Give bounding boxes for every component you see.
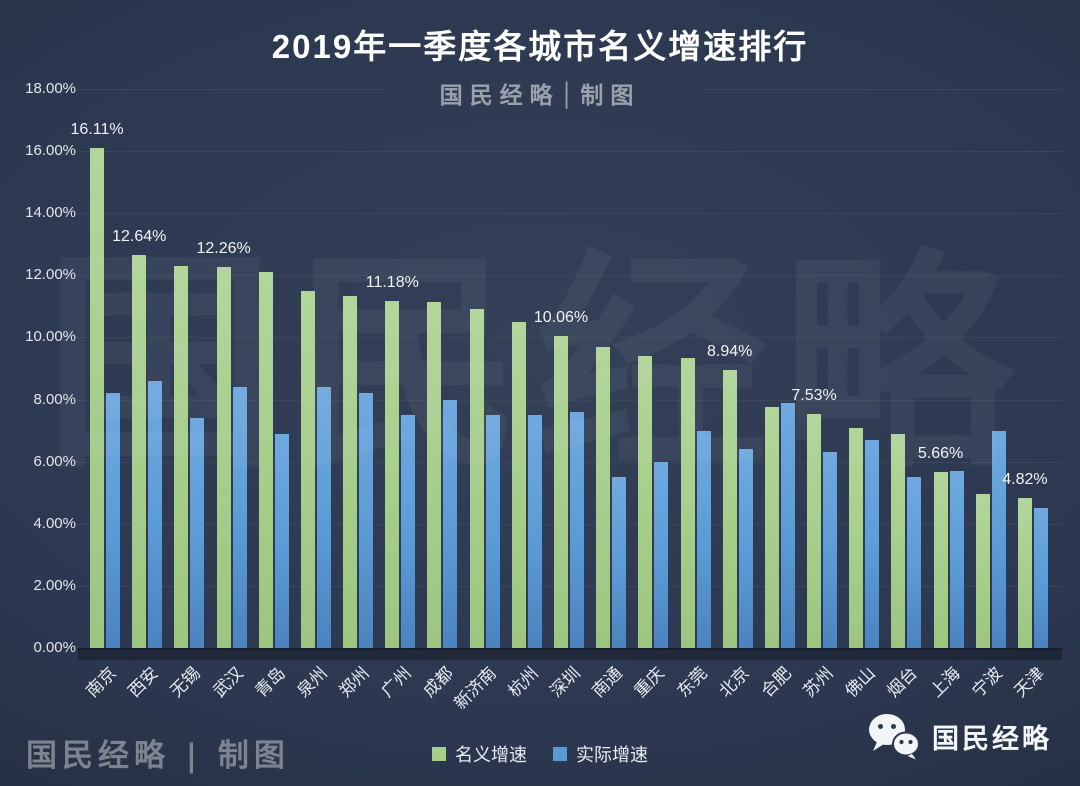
bar-actual-武汉 <box>232 387 247 648</box>
wechat-icon <box>869 714 920 760</box>
bar-nominal-杭州 <box>511 321 526 648</box>
gridline <box>78 337 1062 339</box>
y-axis-tick-label: 16.00% <box>25 142 76 160</box>
bar-value-label: 4.82% <box>1002 471 1048 489</box>
bottomleft-watermark: 国民经略 | 制图 <box>26 738 290 774</box>
actual-swatch-icon <box>553 747 567 761</box>
bar-actual-南通 <box>612 477 627 648</box>
bar-nominal-宁波 <box>975 494 990 648</box>
bar-nominal-南通 <box>596 346 611 648</box>
bar-actual-新济南 <box>485 415 500 648</box>
y-axis-tick-label: 6.00% <box>33 452 76 470</box>
brand-name: 国民经略 <box>932 723 1052 754</box>
bar-nominal-郑州 <box>343 295 358 648</box>
legend-entry-nominal: 名义增速 <box>432 741 527 767</box>
y-axis-tick-label: 18.00% <box>25 80 76 97</box>
gridline <box>702 89 1062 90</box>
bar-value-label: 10.06% <box>533 308 589 326</box>
top-watermark: 国民经略│制图 <box>439 82 641 109</box>
bar-value-label: 7.53% <box>791 387 837 405</box>
y-axis-tick-label: 10.00% <box>25 328 76 346</box>
bar-nominal-佛山 <box>849 427 864 648</box>
bar-actual-杭州 <box>527 415 542 648</box>
bar-nominal-西安 <box>132 255 147 648</box>
y-axis-tick-label: 2.00% <box>33 576 76 594</box>
bar-value-label: 11.18% <box>365 273 419 291</box>
bar-nominal-无锡 <box>174 266 189 648</box>
bar-actual-苏州 <box>823 452 838 648</box>
legend-entry-actual: 实际增速 <box>553 741 648 767</box>
bar-nominal-广州 <box>385 300 400 648</box>
bar-value-label: 12.64% <box>112 228 167 246</box>
bar-nominal-北京 <box>722 370 737 648</box>
bar-actual-重庆 <box>654 461 669 648</box>
bar-nominal-东莞 <box>680 357 695 648</box>
bar-actual-天津 <box>1033 508 1048 648</box>
bar-actual-西安 <box>148 380 163 648</box>
gridline <box>78 275 1062 277</box>
gridline <box>78 213 1062 215</box>
bar-nominal-新济南 <box>469 309 484 648</box>
gridline <box>78 151 1062 153</box>
bar-value-label: 5.66% <box>917 445 964 463</box>
bar-actual-东莞 <box>696 430 711 648</box>
y-axis-tick-label: 0.00% <box>33 639 76 656</box>
bar-actual-深圳 <box>570 411 584 648</box>
brand-logo: 国民经略 <box>866 712 1052 760</box>
bar-actual-泉州 <box>316 387 331 648</box>
bar-actual-郑州 <box>359 393 374 648</box>
bar-value-label: 16.11% <box>70 120 124 138</box>
bar-actual-上海 <box>949 470 964 648</box>
bar-actual-广州 <box>401 415 416 648</box>
bar-nominal-武汉 <box>216 267 231 648</box>
y-axis-tick-label: 14.00% <box>25 204 76 222</box>
legend-label-nominal: 名义增速 <box>455 745 527 765</box>
bar-actual-佛山 <box>865 439 880 648</box>
bar-actual-北京 <box>738 449 753 648</box>
bar-nominal-青岛 <box>258 272 273 648</box>
legend-label-actual: 实际增速 <box>576 745 648 765</box>
bar-actual-合肥 <box>780 402 795 648</box>
chart-title: 2019年一季度各城市名义增速排行 <box>271 28 809 65</box>
bar-actual-无锡 <box>190 418 205 648</box>
bar-nominal-成都 <box>427 301 442 648</box>
y-axis-tick-label: 8.00% <box>33 390 76 408</box>
bar-actual-成都 <box>443 399 458 648</box>
bar-nominal-天津 <box>1017 498 1032 648</box>
bar-nominal-烟台 <box>891 433 906 648</box>
bar-value-label: 8.94% <box>707 343 753 361</box>
bar-actual-宁波 <box>991 430 1006 648</box>
y-axis-tick-label: 12.00% <box>25 266 76 284</box>
gridline <box>78 89 386 90</box>
y-axis-tick-label: 4.00% <box>33 514 76 532</box>
bar-actual-南京 <box>106 393 121 648</box>
bar-nominal-泉州 <box>300 290 315 648</box>
bar-nominal-深圳 <box>554 335 568 648</box>
bar-nominal-苏州 <box>807 414 822 648</box>
bar-actual-青岛 <box>274 433 289 648</box>
bar-actual-烟台 <box>907 477 922 648</box>
x-axis-baseline <box>78 648 1062 660</box>
bar-nominal-重庆 <box>638 356 653 648</box>
gridline <box>78 399 1062 401</box>
bar-nominal-上海 <box>933 472 948 648</box>
legend: 名义增速 实际增速 <box>0 741 1080 767</box>
bar-nominal-合肥 <box>764 407 779 648</box>
bar-value-label: 12.26% <box>196 240 251 258</box>
nominal-swatch-icon <box>432 747 446 761</box>
bar-nominal-南京 <box>90 147 105 648</box>
